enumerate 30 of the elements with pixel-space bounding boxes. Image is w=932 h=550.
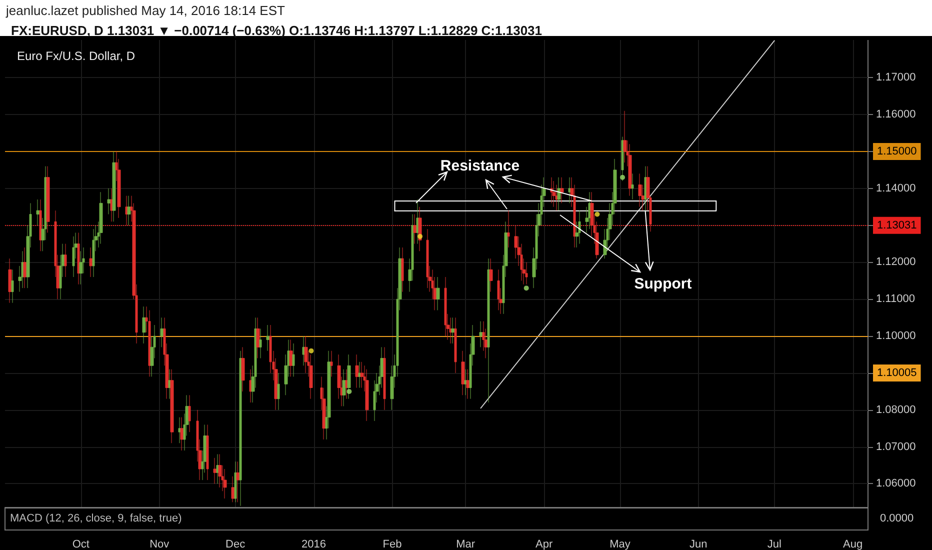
annotation: Support xyxy=(634,276,692,292)
y-tick-label: 1.10000 xyxy=(876,330,916,342)
ref-line-label: 1.13031 xyxy=(877,219,917,232)
y-tick-label: 1.12000 xyxy=(876,256,916,268)
y-tick-label: 1.17000 xyxy=(876,72,916,84)
ref-line-label: 1.10005 xyxy=(877,366,917,379)
text: jeanluc.lazet published May 14, 2016 18:14 EST xyxy=(5,3,286,18)
text: Euro Fx/U.S. Dollar, D xyxy=(17,49,136,63)
x-tick-label: Apr xyxy=(535,538,553,550)
text: 0.0000 xyxy=(880,512,914,524)
y-tick-label: 1.06000 xyxy=(876,478,916,490)
y-tick-label: 1.14000 xyxy=(876,182,916,194)
x-tick-label: May xyxy=(610,538,631,550)
x-tick-label: Mar xyxy=(456,538,476,550)
y-tick-label: 1.16000 xyxy=(876,108,916,121)
annotation: Resistance xyxy=(440,158,520,174)
x-tick-label: Feb xyxy=(382,538,402,550)
x-tick-label: Jun xyxy=(690,538,708,550)
y-tick-label: 1.08000 xyxy=(876,404,916,416)
x-tick-label: Nov xyxy=(150,538,170,550)
x-tick-label: Aug xyxy=(843,538,863,550)
x-tick-label: 2016 xyxy=(302,538,326,550)
x-tick-label: Jul xyxy=(767,538,782,550)
chart-title: FX:EURUSD, D 1.13031 ▼ −0.00714 (−0.63%) O:1.13746 H:1.13797 L:1.12829 C:1.13031 xyxy=(11,23,542,38)
y-tick-label: 1.11000 xyxy=(876,293,915,306)
ref-line-label: 1.15000 xyxy=(877,145,917,158)
text: MACD (12, 26, close, 9, false, true) xyxy=(10,512,182,524)
y-tick-label: 1.07000 xyxy=(876,440,916,453)
x-tick-label: Dec xyxy=(226,538,246,550)
x-tick-label: Oct xyxy=(72,538,90,550)
